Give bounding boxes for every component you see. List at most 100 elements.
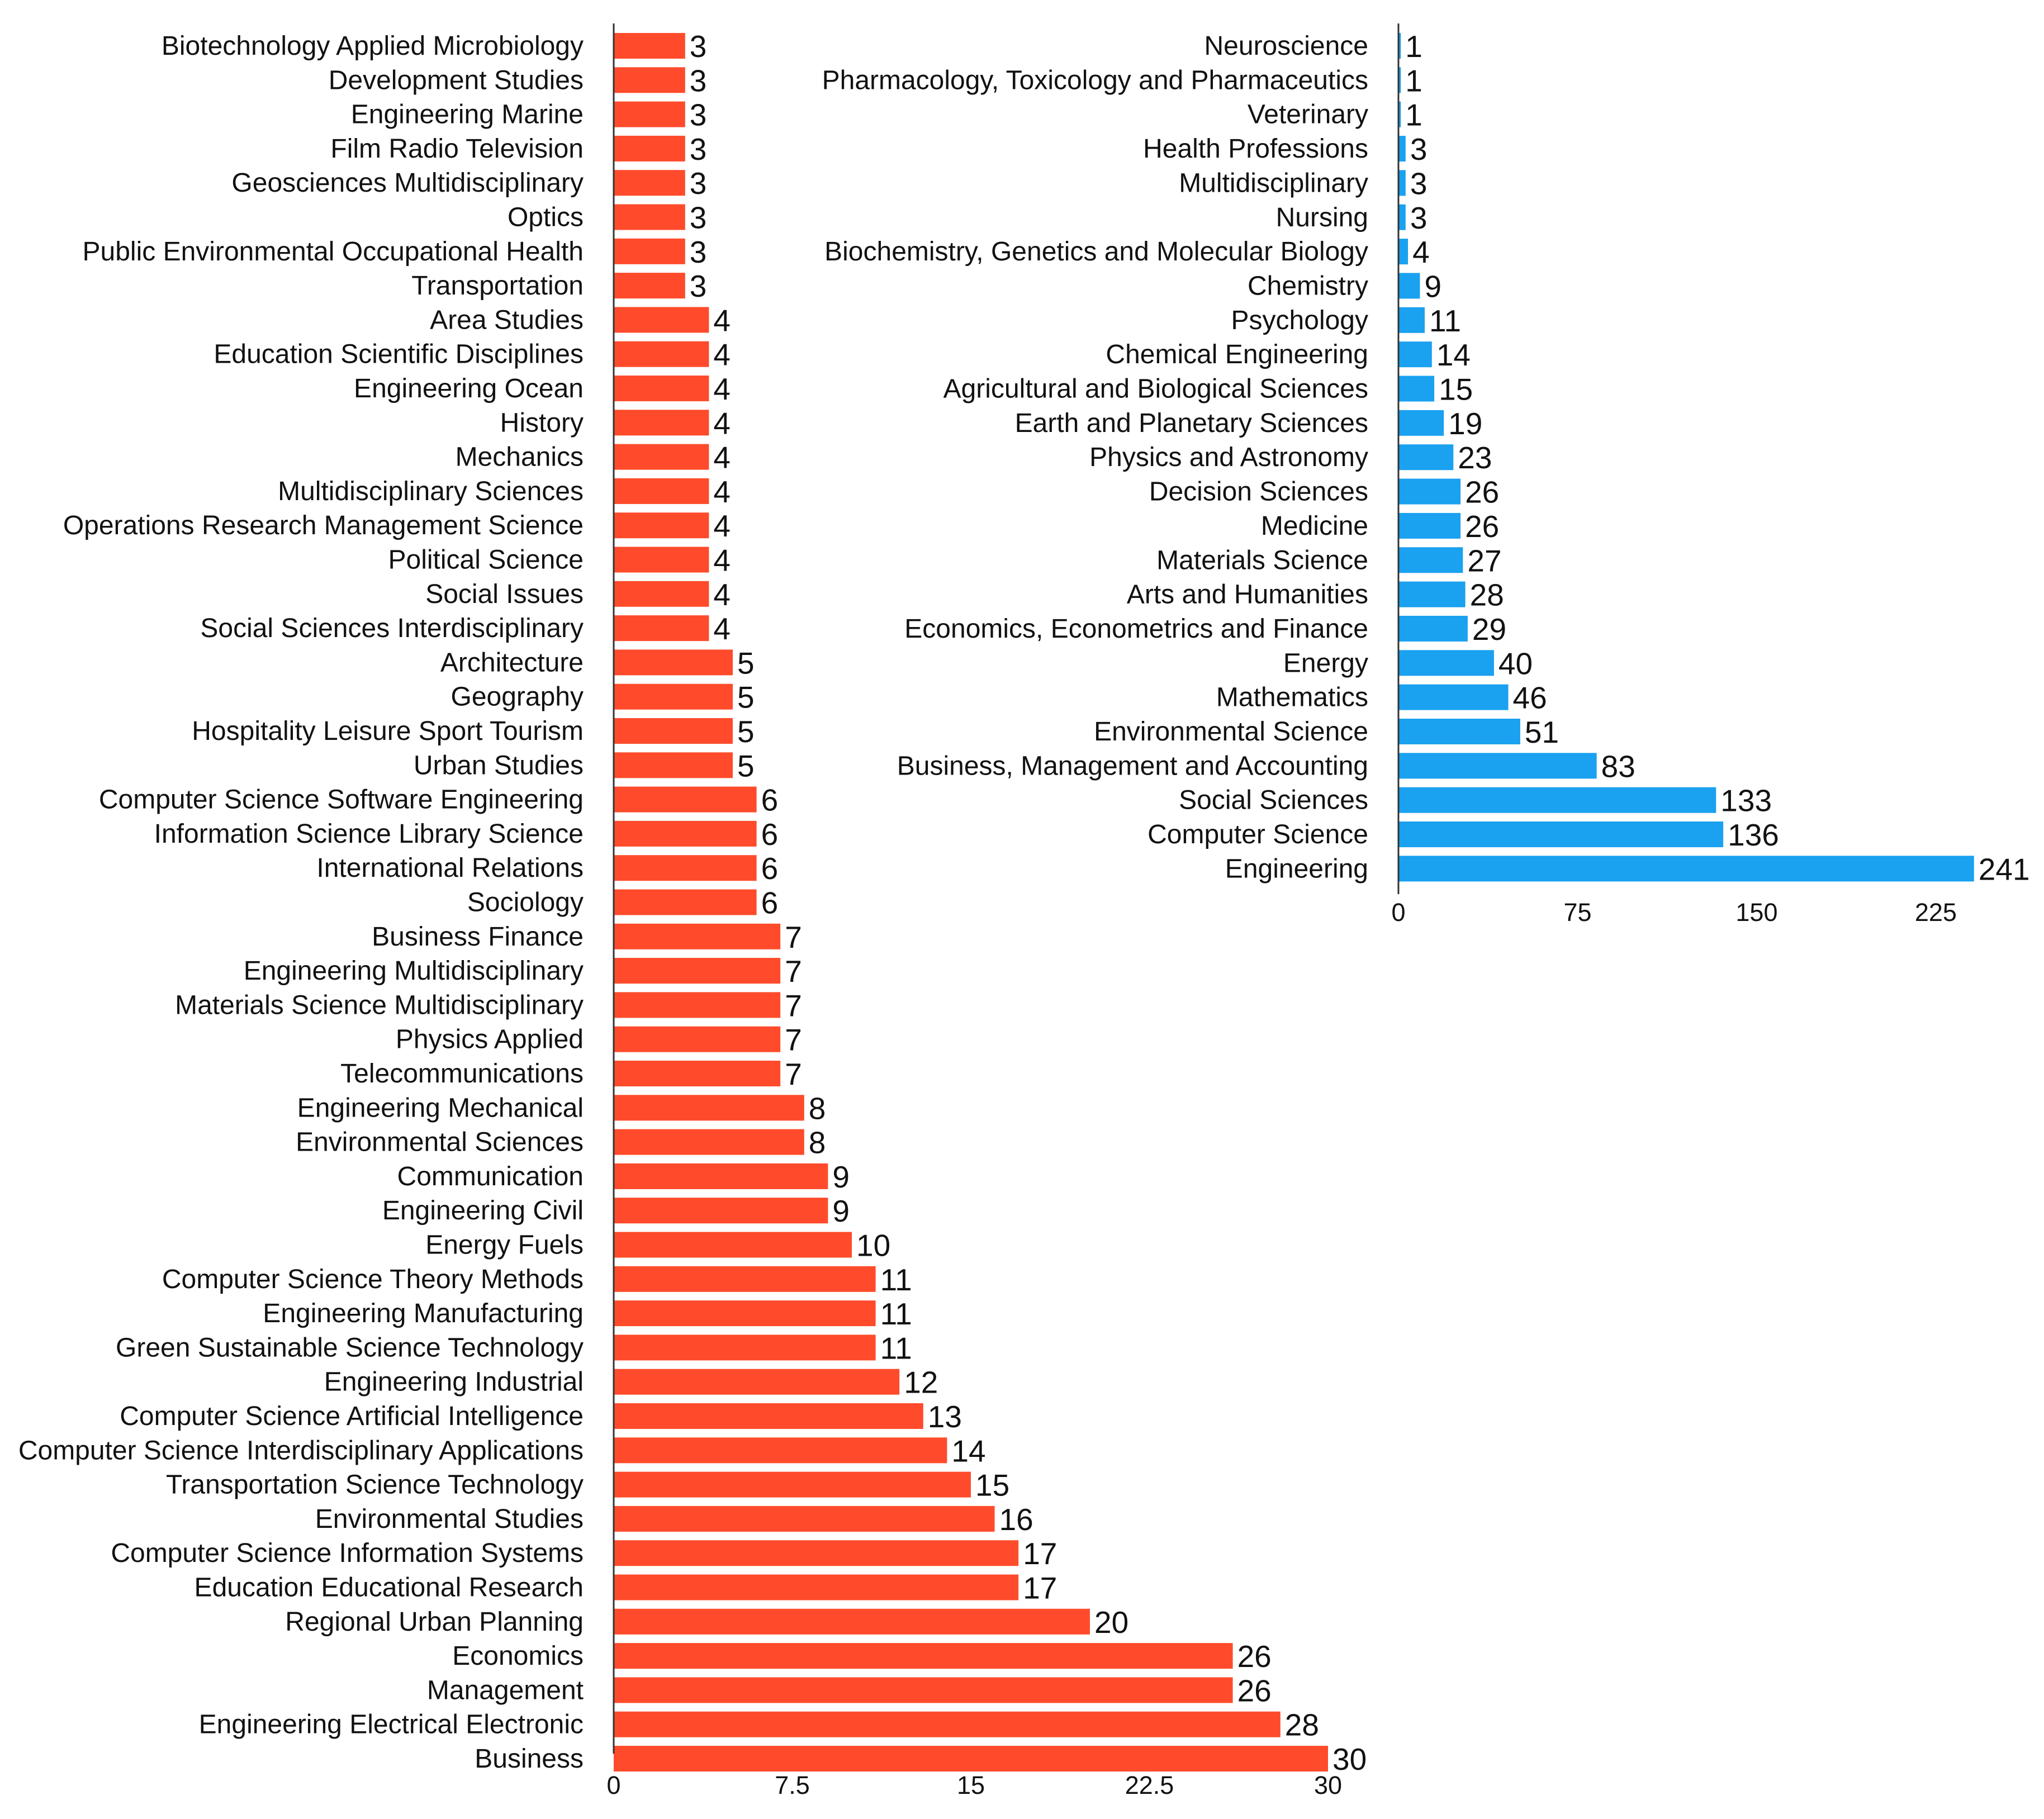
right-bar: [1398, 787, 1716, 813]
right-tick-label: 225: [1915, 898, 1957, 927]
left-tick-label: 7.5: [775, 1771, 810, 1799]
right-category-label: Chemistry: [1248, 271, 1368, 301]
left-value-label: 4: [713, 440, 731, 475]
right-bar: [1398, 753, 1597, 779]
right-tick-label: 75: [1563, 898, 1591, 927]
left-bar: [614, 204, 685, 230]
right-bar: [1398, 170, 1406, 196]
right-category-label: Social Sciences: [1179, 786, 1368, 815]
right-bar: [1398, 615, 1468, 642]
left-value-label: 4: [713, 474, 731, 509]
right-bar: [1398, 341, 1432, 368]
left-category-label: Information Science Library Science: [154, 819, 584, 849]
left-bar: [614, 1711, 1281, 1737]
left-tick-label: 15: [957, 1771, 985, 1799]
left-category-label: Sociology: [467, 888, 584, 918]
right-category-label: Physics and Astronomy: [1089, 443, 1368, 472]
right-category-label: Multidisciplinary: [1179, 168, 1368, 198]
right-value-label: 136: [1728, 818, 1779, 852]
left-bar: [614, 718, 733, 744]
left-category-label: Engineering Civil: [382, 1196, 584, 1226]
left-value-label: 4: [713, 406, 731, 440]
left-category-label: Materials Science Multidisciplinary: [175, 990, 584, 1020]
left-bar: [614, 752, 733, 778]
left-bar: [614, 101, 685, 127]
left-bar: [614, 1505, 995, 1532]
left-value-label: 11: [880, 1331, 912, 1365]
left-bar: [614, 1163, 828, 1189]
left-category-label: Computer Science Theory Methods: [162, 1265, 584, 1294]
right-bar: [1398, 650, 1494, 676]
right-category-label: Nursing: [1276, 203, 1368, 232]
left-bar: [614, 135, 685, 162]
left-value-label: 7: [785, 988, 802, 1023]
right-value-label: 3: [1410, 201, 1428, 235]
right-bar: [1398, 581, 1466, 607]
left-value-label: 5: [737, 680, 755, 715]
left-bar: [614, 1198, 828, 1224]
left-bar: [614, 1540, 1019, 1566]
left-value-label: 28: [1285, 1708, 1319, 1742]
left-value-label: 4: [713, 577, 731, 612]
left-bar: [614, 1026, 781, 1052]
left-bar: [614, 958, 781, 984]
left-category-label: Engineering Mechanical: [297, 1093, 584, 1123]
left-bar: [614, 855, 757, 881]
left-category-label: Transportation: [411, 271, 584, 301]
left-category-label: Green Sustainable Science Technology: [116, 1333, 584, 1362]
right-category-label: Engineering: [1225, 854, 1368, 884]
right-value-label: 51: [1525, 715, 1559, 749]
left-category-label: Geosciences Multidisciplinary: [231, 168, 584, 198]
right-category-label: Materials Science: [1156, 545, 1368, 575]
left-bar: [614, 1232, 852, 1258]
right-value-label: 15: [1439, 372, 1473, 407]
left-category-label: Engineering Multidisciplinary: [244, 956, 584, 986]
left-value-label: 15: [975, 1468, 1009, 1503]
left-category-label: Environmental Sciences: [296, 1128, 584, 1157]
right-bar: [1398, 684, 1509, 710]
left-category-label: Computer Science Interdisciplinary Appli…: [18, 1436, 584, 1465]
left-bar: [614, 410, 709, 436]
left-value-label: 26: [1237, 1639, 1272, 1674]
left-category-label: Engineering Manufacturing: [263, 1299, 584, 1328]
left-value-label: 8: [809, 1125, 826, 1160]
right-category-label: Earth and Planetary Sciences: [1015, 409, 1368, 438]
left-bar: [614, 786, 757, 813]
right-value-label: 4: [1412, 235, 1430, 269]
left-value-label: 16: [999, 1502, 1033, 1537]
left-value-label: 3: [690, 29, 707, 64]
left-bar: [614, 1746, 1328, 1771]
left-value-label: 3: [690, 201, 707, 235]
left-value-label: 4: [713, 372, 731, 406]
left-tick-label: 30: [1314, 1771, 1342, 1799]
left-value-label: 3: [690, 98, 707, 132]
left-category-label: Economics: [452, 1641, 584, 1671]
left-category-label: Business: [475, 1744, 584, 1774]
left-bar: [614, 238, 685, 264]
right-category-label: Energy: [1283, 648, 1368, 678]
left-bar: [614, 273, 685, 299]
right-category-label: Economics, Econometrics and Finance: [904, 614, 1368, 644]
left-bar: [614, 307, 709, 333]
left-category-label: Public Environmental Occupational Health: [83, 237, 584, 267]
left-value-label: 3: [690, 235, 707, 269]
right-value-label: 3: [1410, 166, 1428, 201]
right-bar: [1398, 478, 1461, 505]
right-bar: [1398, 719, 1520, 744]
right-value-label: 1: [1405, 63, 1422, 98]
right-value-label: 23: [1458, 440, 1492, 475]
left-value-label: 4: [713, 611, 731, 646]
right-value-label: 9: [1424, 269, 1441, 303]
left-category-label: Multidisciplinary Sciences: [278, 477, 584, 506]
right-bar: [1398, 856, 1974, 882]
left-bar: [614, 649, 733, 676]
right-bar: [1398, 821, 1724, 848]
right-value-label: 11: [1429, 303, 1461, 338]
left-bar: [614, 1095, 804, 1121]
left-value-label: 3: [690, 269, 707, 303]
right-category-label: Biochemistry, Genetics and Molecular Bio…: [824, 237, 1368, 267]
left-bar: [614, 1334, 876, 1361]
right-bar: [1398, 512, 1461, 539]
right-category-label: Medicine: [1261, 511, 1368, 541]
